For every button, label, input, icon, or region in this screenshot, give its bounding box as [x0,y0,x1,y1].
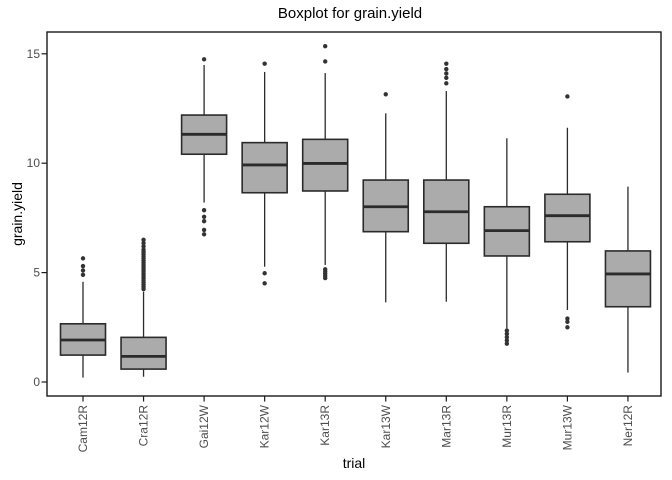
outlier-point [565,316,570,321]
outlier-point [141,240,146,246]
box-mur13r [483,138,531,346]
outlier-point [504,338,510,343]
box-mar13r [422,61,470,302]
outlier-point [323,43,328,49]
y-tick-label: 10 [27,156,41,170]
iqr-box [604,250,652,308]
iqr-box [120,336,167,370]
outlier-point [262,271,267,276]
outlier-point [444,81,449,86]
outlier-point [80,268,86,273]
outlier-point [262,61,267,66]
x-tick-label: Kar13W [379,404,393,448]
box-ner12r [604,186,652,373]
x-tick-label: Mar13R [439,405,453,448]
box-cam12r [59,256,107,378]
box-kar13r [301,43,349,281]
y-tick-label: 15 [27,47,41,61]
y-tick-label: 0 [33,375,40,389]
box-cra12r [120,237,167,377]
iqr-box [544,193,591,243]
outlier-point [504,334,510,340]
outlier-point [323,59,328,64]
outlier-point [141,237,146,242]
outlier-point [444,66,449,72]
outlier-point [565,319,570,325]
y-axis-title: grain.yield [9,182,25,246]
panel-border [46,31,662,397]
chart-title: Boxplot for grain.yield [277,5,423,22]
outlier-point [323,275,328,281]
outlier-point [201,57,207,62]
outlier-point [262,281,267,286]
outlier-point [504,328,510,333]
outlier-point [201,218,207,224]
outlier-point [565,325,570,330]
outlier-point [565,94,570,99]
x-tick-label: Kar12W [258,404,272,448]
outlier-point [504,331,510,337]
box-gai12w [180,57,228,237]
box-kar13w [362,92,410,303]
x-tick-label: Cam12R [76,405,90,453]
outlier-point [444,71,449,76]
x-tick-label: Mur13W [560,404,574,450]
outlier-point [504,341,510,346]
x-tick-label: Cra12R [137,405,151,447]
outlier-point [141,247,146,252]
y-tick-label: 5 [33,266,40,280]
outlier-point [444,61,449,66]
iqr-box [241,141,288,194]
x-tick-label: Ner12R [621,405,635,447]
x-axis-title: trial [342,455,366,471]
box-mur13w [544,94,591,330]
x-tick-label: Mur13R [500,405,514,448]
outlier-point [383,92,388,97]
x-tick-label: Kar13R [318,405,332,446]
outlier-point [201,232,207,237]
outlier-point [201,227,207,233]
outlier-point [141,244,146,249]
iqr-box [301,138,349,192]
outlier-point [201,208,207,213]
outlier-point [80,256,86,261]
box-kar12w [241,61,288,286]
outlier-point [80,272,86,277]
outlier-point [80,263,86,269]
outlier-point [201,214,207,220]
outlier-point [444,75,449,81]
x-tick-label: Gai12W [197,404,211,448]
